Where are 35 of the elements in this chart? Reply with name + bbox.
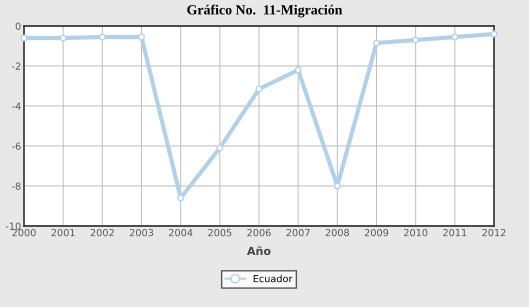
y-tick-label: 0 bbox=[16, 22, 21, 30]
point bbox=[98, 34, 106, 40]
chart-title: Gráfico No. 11-Migración bbox=[187, 4, 342, 18]
x-tick-label: 2008 bbox=[326, 228, 350, 236]
point bbox=[412, 36, 420, 44]
point bbox=[138, 34, 145, 40]
point bbox=[256, 86, 262, 92]
x-tick-label: 2001 bbox=[52, 228, 75, 236]
x-tick-label: 2000 bbox=[12, 228, 36, 236]
point bbox=[451, 34, 458, 40]
point bbox=[216, 144, 224, 152]
y-tick-label: -6 bbox=[12, 142, 21, 150]
point bbox=[20, 34, 28, 42]
x-tick-label: 2002 bbox=[90, 228, 114, 236]
x-axis-title: Año bbox=[246, 246, 271, 256]
y-tick-label: -8 bbox=[12, 182, 21, 190]
legend-label: Ecuador bbox=[254, 274, 292, 282]
x-tick-label: 2009 bbox=[364, 228, 388, 236]
y-tick-label: -4 bbox=[12, 102, 21, 110]
y-tick-label: -10 bbox=[6, 222, 21, 230]
point bbox=[177, 194, 184, 202]
point bbox=[294, 66, 302, 74]
x-tick-label: 2004 bbox=[169, 228, 192, 236]
x-tick-label: 2007 bbox=[286, 228, 310, 236]
x-tick-label: 2005 bbox=[208, 228, 232, 236]
x-tick-label: 2006 bbox=[247, 228, 271, 236]
point bbox=[60, 34, 67, 42]
x-tick-label: 2012 bbox=[482, 228, 506, 236]
x-tick-label: 2003 bbox=[130, 228, 154, 236]
y-tick-label: -2 bbox=[12, 62, 20, 70]
point bbox=[334, 182, 341, 190]
x-tick-label: 2011 bbox=[443, 228, 466, 236]
x-tick-label: 2010 bbox=[404, 228, 428, 236]
point bbox=[490, 30, 498, 38]
point bbox=[373, 40, 380, 46]
